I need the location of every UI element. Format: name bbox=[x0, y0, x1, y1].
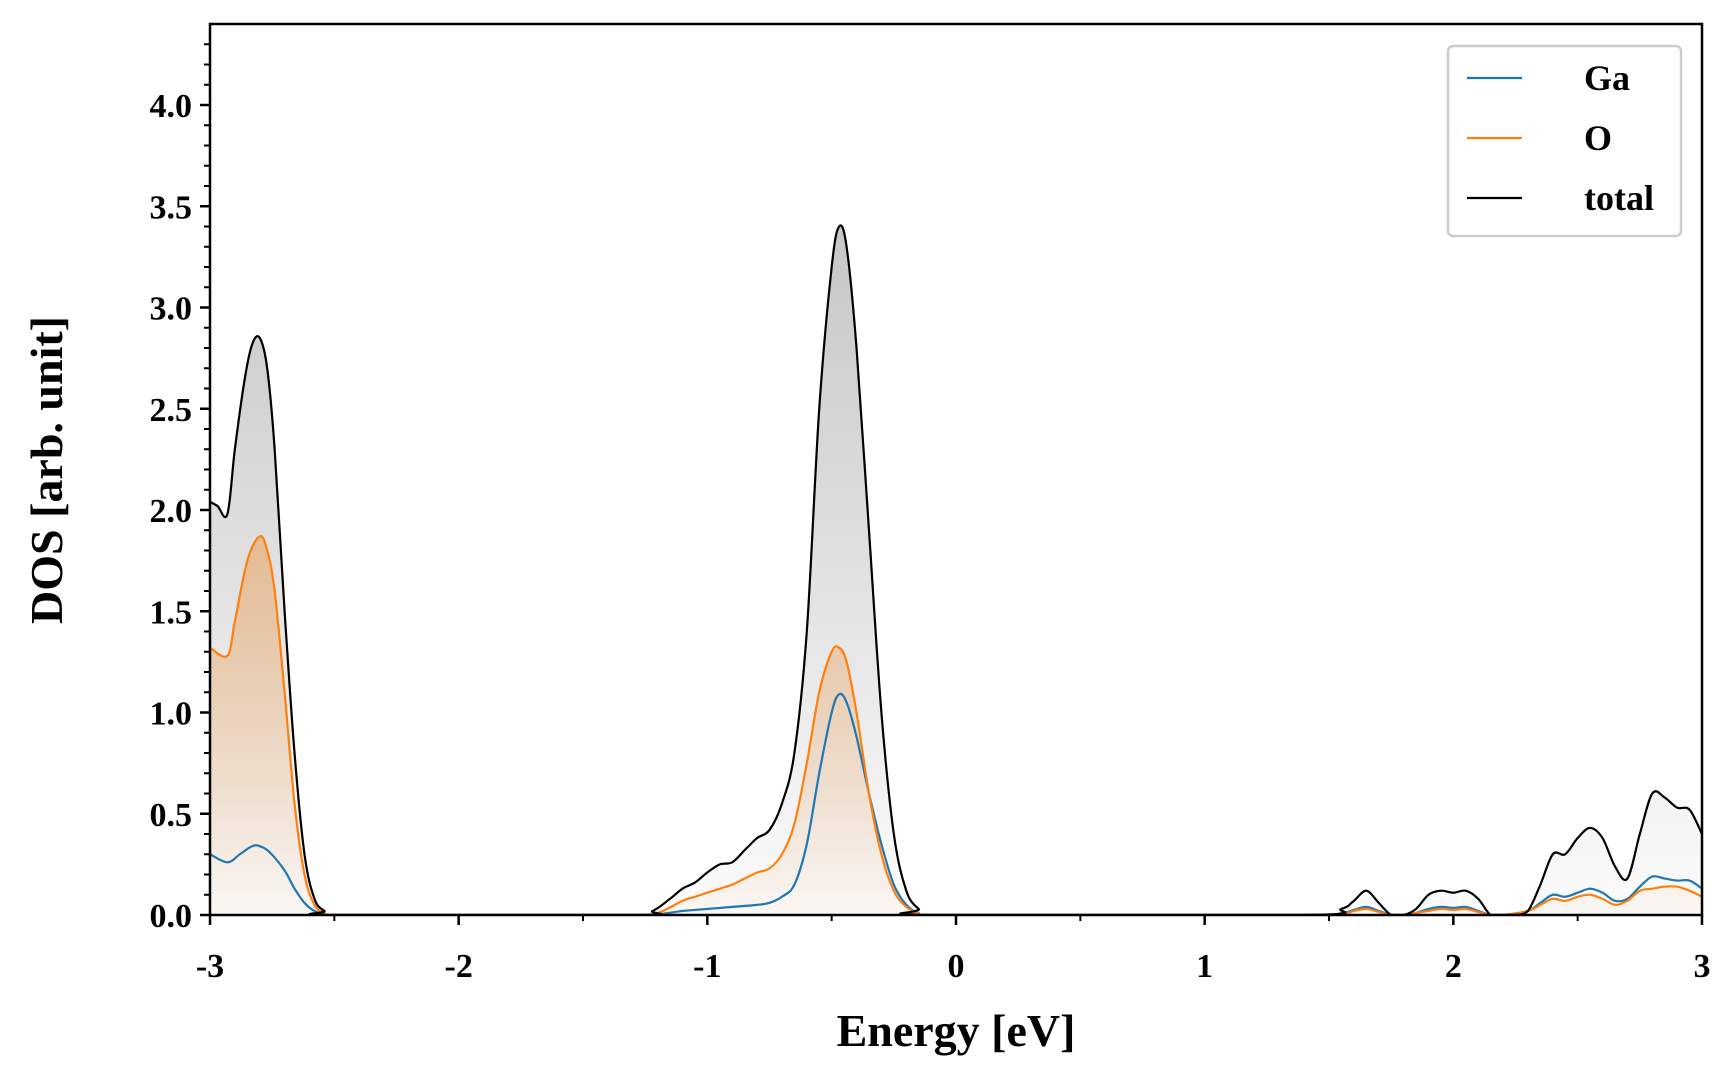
area-fills bbox=[210, 225, 1702, 915]
series-lines bbox=[210, 224, 1702, 915]
y-axis-label: DOS [arb. unit] bbox=[21, 316, 72, 624]
x-tick-label: 3 bbox=[1694, 948, 1711, 985]
legend-label-total: total bbox=[1584, 178, 1654, 218]
legend-label-ga: Ga bbox=[1584, 58, 1630, 98]
axis-ticks bbox=[200, 43, 1704, 925]
x-tick-label: 1 bbox=[1196, 948, 1213, 985]
fill-o bbox=[210, 536, 1702, 915]
y-tick-label: 0.0 bbox=[150, 898, 193, 935]
fill-total bbox=[210, 225, 1702, 915]
y-tick-label: 3.5 bbox=[150, 189, 193, 226]
y-tick-label: 1.5 bbox=[150, 594, 193, 631]
legend-label-o: O bbox=[1584, 118, 1612, 158]
x-tick-label: -1 bbox=[693, 948, 721, 985]
x-tick-label: 0 bbox=[948, 948, 965, 985]
x-tick-label: -3 bbox=[196, 948, 224, 985]
series-line-o bbox=[210, 535, 1702, 915]
y-tick-label: 2.0 bbox=[150, 493, 193, 530]
series-line-total bbox=[210, 224, 1702, 915]
series-line-ga bbox=[210, 692, 1702, 915]
x-axis-label: Energy [eV] bbox=[837, 1005, 1076, 1056]
y-tick-label: 3.0 bbox=[150, 291, 193, 328]
tick-labels: -3 -2 -1 0 1 2 3 0.0 0.5 1.0 1.5 2.0 2.5 3.0 3.5 4.0 bbox=[150, 88, 1711, 985]
y-tick-label: 1.0 bbox=[150, 696, 193, 733]
x-tick-label: -2 bbox=[445, 948, 473, 985]
y-tick-label: 2.5 bbox=[150, 392, 193, 429]
y-tick-label: 4.0 bbox=[150, 88, 193, 125]
y-tick-label: 0.5 bbox=[150, 797, 193, 834]
legend-box bbox=[1446, 44, 1683, 238]
x-tick-label: 2 bbox=[1445, 948, 1462, 985]
